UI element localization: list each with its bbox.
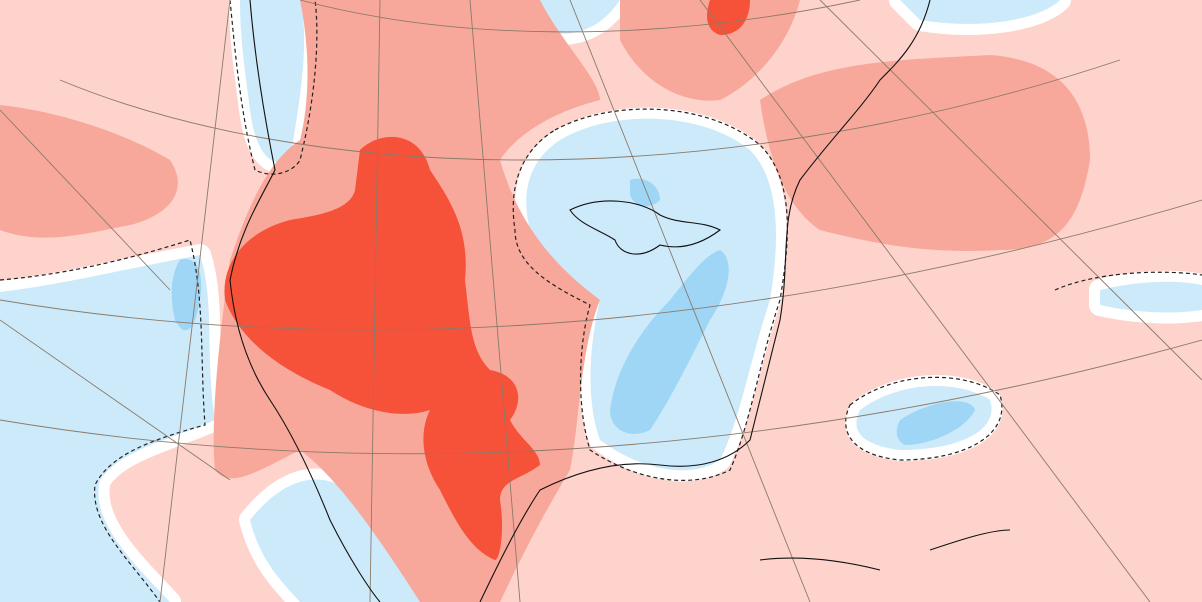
coastline <box>229 0 381 602</box>
atlantic-warm <box>760 55 1090 251</box>
zero-contour <box>512 108 788 481</box>
meridian <box>159 0 231 602</box>
meridian <box>699 0 1151 602</box>
atlantic-cold-core <box>896 401 975 445</box>
meridian <box>569 0 811 602</box>
meridian <box>819 0 1202 381</box>
meridian <box>0 109 171 291</box>
latitude-line <box>0 339 1202 455</box>
caribbean <box>759 529 1011 571</box>
latitude-line <box>59 59 1121 161</box>
west-coast-cold <box>229 0 316 174</box>
zero-contour <box>845 376 1003 461</box>
meridian <box>369 0 381 602</box>
heat-core <box>224 136 540 560</box>
latitude-line <box>299 0 861 33</box>
mississippi-cold-core <box>610 250 729 434</box>
coastline <box>479 0 931 602</box>
latitude-line <box>0 199 1202 331</box>
zero-contour <box>0 239 206 602</box>
great-lakes <box>569 200 722 255</box>
lakes-cold-core <box>630 178 660 207</box>
pacific-warm <box>0 105 178 238</box>
zero-contour <box>229 0 318 175</box>
meridian <box>0 319 231 481</box>
labrador-cold <box>889 0 1071 35</box>
atlantic-east-cold <box>1089 270 1202 324</box>
zero-contour <box>1054 271 1202 291</box>
arctic-core <box>707 0 750 35</box>
arctic-warm <box>620 0 800 101</box>
meridian <box>469 0 521 602</box>
